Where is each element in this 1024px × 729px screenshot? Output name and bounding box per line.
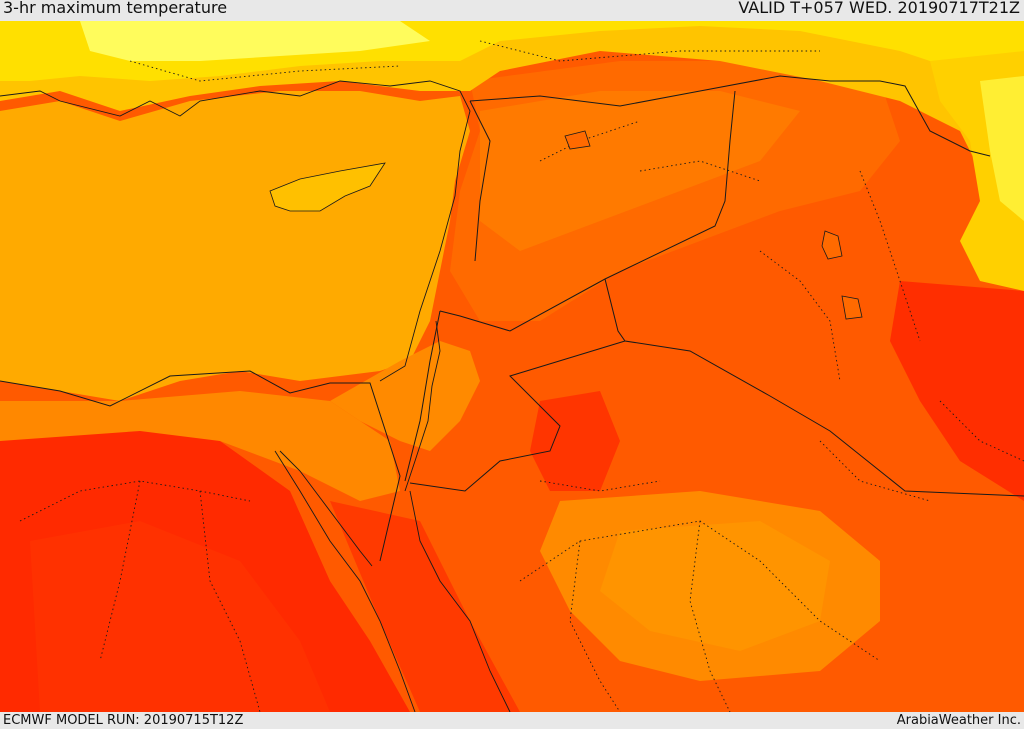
mediterranean-sea (0, 91, 470, 401)
valid-time: VALID T+057 WED. 20190717T21Z (738, 0, 1020, 17)
lakes (564, 130, 863, 320)
country-borders (0, 75, 1024, 562)
hot-zone-hejaz (330, 501, 520, 712)
credit-text: ArabiaWeather Inc. (896, 713, 1021, 728)
model-run: ECMWF MODEL RUN: 20190715T12Z (3, 713, 244, 728)
cyprus-island (269, 162, 386, 212)
warm-zone-arabia-inner (600, 521, 830, 651)
levant-coast (330, 341, 480, 451)
map-header: 3-hr maximum temperature VALID T+057 WED… (0, 0, 1024, 21)
internal-borders (19, 40, 1024, 712)
iran-pale (980, 76, 1024, 221)
map-canvas (0, 21, 1024, 712)
jordan-valley (404, 320, 441, 492)
map-title: 3-hr maximum temperature (3, 0, 228, 17)
hot-zone-egypt-core (30, 521, 330, 712)
sinai-zone (0, 391, 400, 501)
map-footer: ECMWF MODEL RUN: 20190715T12Z ArabiaWeat… (0, 712, 1024, 729)
coastlines (0, 80, 511, 712)
turkey-pale-yellow (80, 21, 430, 61)
hot-zone-jordan (530, 391, 620, 491)
temperature-map[interactable] (0, 21, 1024, 712)
